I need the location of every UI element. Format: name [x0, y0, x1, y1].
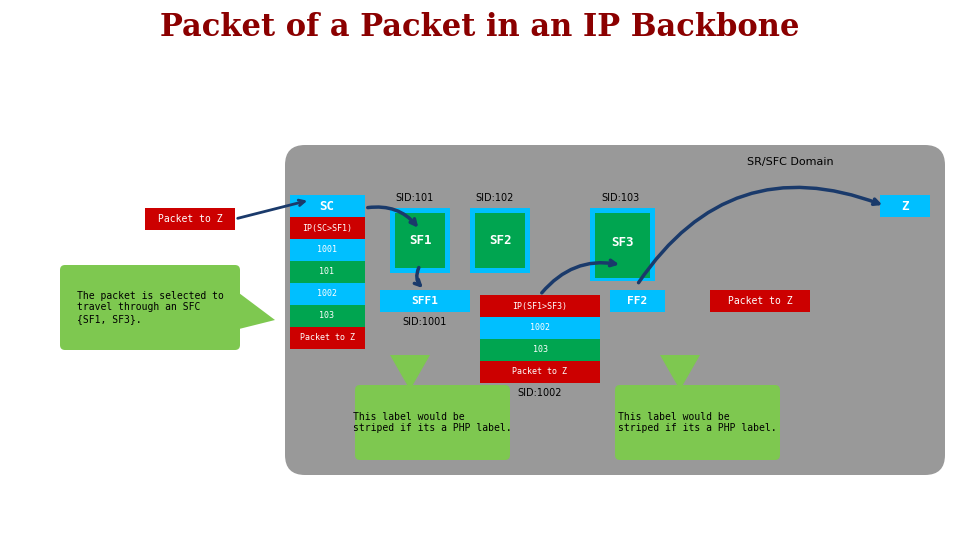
- Polygon shape: [390, 355, 430, 390]
- Text: 1002: 1002: [530, 323, 550, 333]
- Text: SID:103: SID:103: [601, 193, 639, 203]
- Text: This label would be
striped if its a PHP label.: This label would be striped if its a PHP…: [618, 411, 777, 433]
- Text: SF1: SF1: [409, 233, 431, 246]
- Bar: [390, 208, 450, 273]
- Text: SID:101: SID:101: [396, 193, 434, 203]
- Text: SID:1002: SID:1002: [517, 388, 563, 398]
- Polygon shape: [660, 355, 700, 390]
- Polygon shape: [235, 290, 275, 330]
- Text: SR/SFC Domain: SR/SFC Domain: [747, 157, 833, 167]
- Text: IP(SF1>SF3): IP(SF1>SF3): [513, 301, 567, 310]
- Text: IP(SC>SF1): IP(SC>SF1): [302, 224, 352, 233]
- Text: SFF1: SFF1: [412, 296, 439, 306]
- Bar: [710, 290, 810, 312]
- Bar: [595, 213, 650, 278]
- Text: The packet is selected to
travel through an SFC
{SF1, SF3}.: The packet is selected to travel through…: [77, 291, 224, 324]
- Text: Packet to Z: Packet to Z: [157, 214, 223, 224]
- Bar: [290, 195, 365, 217]
- Bar: [145, 208, 235, 230]
- Bar: [290, 261, 365, 283]
- Text: SF3: SF3: [611, 237, 634, 249]
- Bar: [480, 317, 600, 339]
- Bar: [480, 295, 600, 317]
- Bar: [480, 339, 600, 361]
- Bar: [480, 361, 600, 383]
- Text: 103: 103: [533, 346, 547, 354]
- Bar: [610, 290, 665, 312]
- Text: Packet to Z: Packet to Z: [513, 368, 567, 376]
- Text: SC: SC: [320, 199, 334, 213]
- Text: This label would be
striped if its a PHP label.: This label would be striped if its a PHP…: [353, 411, 512, 433]
- FancyBboxPatch shape: [285, 145, 945, 475]
- Bar: [475, 213, 525, 268]
- Text: SF2: SF2: [489, 233, 512, 246]
- Text: Packet of a Packet in an IP Backbone: Packet of a Packet in an IP Backbone: [160, 12, 800, 44]
- Text: 1001: 1001: [317, 246, 337, 254]
- Text: FF2: FF2: [627, 296, 647, 306]
- Text: Packet to Z: Packet to Z: [728, 296, 792, 306]
- Text: Z: Z: [901, 199, 909, 213]
- Text: Packet to Z: Packet to Z: [300, 334, 354, 342]
- Text: 1002: 1002: [317, 289, 337, 299]
- Text: SID:102: SID:102: [476, 193, 515, 203]
- Bar: [880, 195, 930, 217]
- Bar: [290, 239, 365, 261]
- Bar: [290, 305, 365, 327]
- Bar: [290, 217, 365, 239]
- Text: 103: 103: [320, 312, 334, 321]
- Bar: [380, 290, 470, 312]
- FancyBboxPatch shape: [355, 385, 510, 460]
- FancyBboxPatch shape: [60, 265, 240, 350]
- FancyBboxPatch shape: [615, 385, 780, 460]
- Bar: [290, 283, 365, 305]
- Bar: [395, 213, 445, 268]
- Bar: [470, 208, 530, 273]
- Bar: [590, 208, 655, 281]
- Text: SID:1001: SID:1001: [403, 317, 447, 327]
- Bar: [290, 327, 365, 349]
- Text: 101: 101: [320, 267, 334, 276]
